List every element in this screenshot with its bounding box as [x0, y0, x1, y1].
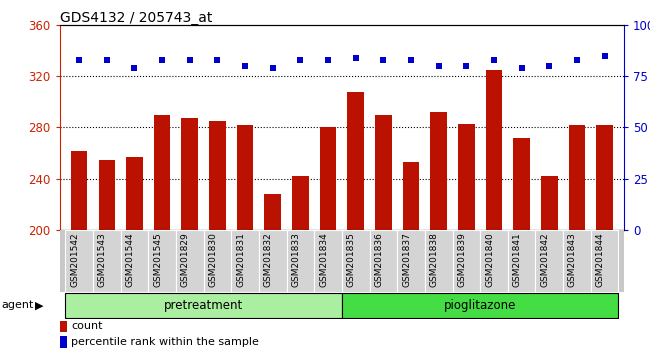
Point	[350, 55, 361, 61]
Bar	[287, 230, 314, 292]
Bar	[203, 230, 231, 292]
Bar	[71, 150, 88, 354]
Point	[295, 57, 306, 63]
Text: GSM201843: GSM201843	[568, 233, 577, 287]
Text: agent: agent	[1, 300, 34, 310]
Bar	[514, 138, 530, 354]
Bar	[342, 230, 370, 292]
Point	[323, 57, 333, 63]
Point	[129, 65, 140, 71]
Point	[240, 63, 250, 69]
Bar	[591, 230, 618, 292]
Text: ▶: ▶	[35, 300, 44, 310]
Text: GSM201545: GSM201545	[153, 233, 162, 287]
Point	[489, 57, 499, 63]
Bar	[486, 70, 502, 354]
Bar	[66, 293, 342, 318]
Point	[268, 65, 278, 71]
Bar	[93, 230, 121, 292]
Bar	[596, 125, 613, 354]
Bar	[314, 230, 342, 292]
Text: GSM201834: GSM201834	[319, 233, 328, 287]
Bar	[60, 320, 67, 332]
Point	[101, 57, 112, 63]
Bar	[66, 230, 93, 292]
Text: GSM201835: GSM201835	[346, 233, 356, 287]
Bar	[397, 230, 425, 292]
Bar	[259, 230, 287, 292]
Bar	[181, 119, 198, 354]
Text: GSM201839: GSM201839	[458, 233, 466, 287]
Bar	[176, 230, 203, 292]
Point	[461, 63, 471, 69]
Text: GSM201544: GSM201544	[125, 233, 135, 287]
Bar	[348, 91, 364, 354]
Point	[599, 53, 610, 58]
Bar	[563, 230, 591, 292]
Bar	[541, 176, 558, 354]
Point	[572, 57, 582, 63]
Bar	[121, 230, 148, 292]
Bar	[126, 157, 143, 354]
Bar	[237, 125, 254, 354]
Point	[544, 63, 554, 69]
Point	[74, 57, 85, 63]
Bar	[209, 121, 226, 354]
Text: GSM201829: GSM201829	[181, 233, 190, 287]
Bar	[342, 293, 618, 318]
Bar	[569, 125, 585, 354]
Bar	[536, 230, 563, 292]
Text: pretreatment: pretreatment	[164, 299, 243, 312]
Point	[157, 57, 167, 63]
Bar	[480, 230, 508, 292]
Text: percentile rank within the sample: percentile rank within the sample	[71, 337, 259, 347]
Bar	[320, 127, 336, 354]
Bar	[403, 162, 419, 354]
Text: GSM201836: GSM201836	[374, 233, 384, 287]
Text: GDS4132 / 205743_at: GDS4132 / 205743_at	[60, 11, 212, 25]
Text: GSM201837: GSM201837	[402, 233, 411, 287]
Bar	[370, 230, 397, 292]
Text: GSM201838: GSM201838	[430, 233, 439, 287]
Bar	[375, 115, 392, 354]
Point	[378, 57, 389, 63]
Bar	[231, 230, 259, 292]
Bar	[60, 336, 67, 348]
Text: GSM201830: GSM201830	[209, 233, 218, 287]
Point	[434, 63, 444, 69]
Text: GSM201840: GSM201840	[485, 233, 494, 287]
Text: GSM201842: GSM201842	[540, 233, 549, 287]
Text: GSM201844: GSM201844	[595, 233, 604, 287]
Point	[185, 57, 195, 63]
Bar	[452, 230, 480, 292]
Text: count: count	[71, 321, 103, 331]
Bar	[430, 112, 447, 354]
Point	[517, 65, 527, 71]
Text: GSM201542: GSM201542	[70, 233, 79, 287]
Point	[406, 57, 416, 63]
Bar	[508, 230, 536, 292]
Bar	[265, 194, 281, 354]
Point	[213, 57, 223, 63]
Bar	[458, 124, 474, 354]
Text: GSM201841: GSM201841	[513, 233, 522, 287]
Bar	[425, 230, 452, 292]
Text: GSM201543: GSM201543	[98, 233, 107, 287]
Text: GSM201832: GSM201832	[264, 233, 273, 287]
Bar	[99, 160, 115, 354]
Bar	[292, 176, 309, 354]
Bar	[154, 115, 170, 354]
Text: GSM201833: GSM201833	[291, 233, 300, 287]
Bar	[148, 230, 176, 292]
Text: pioglitazone: pioglitazone	[444, 299, 516, 312]
Text: GSM201831: GSM201831	[236, 233, 245, 287]
